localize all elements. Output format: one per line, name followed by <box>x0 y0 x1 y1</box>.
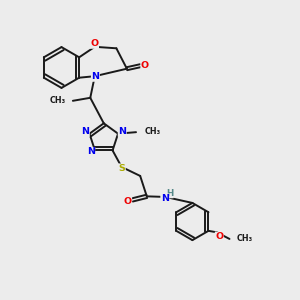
Text: O: O <box>90 39 98 48</box>
Text: O: O <box>141 61 149 70</box>
Text: S: S <box>118 164 125 173</box>
Text: CH₃: CH₃ <box>237 234 253 243</box>
Text: CH₃: CH₃ <box>49 96 65 105</box>
Text: N: N <box>81 128 89 136</box>
Text: N: N <box>118 128 126 136</box>
Text: N: N <box>92 72 99 81</box>
Text: N: N <box>161 194 169 203</box>
Text: H: H <box>166 189 173 198</box>
Text: O: O <box>215 232 224 241</box>
Text: CH₃: CH₃ <box>144 127 160 136</box>
Text: O: O <box>124 197 132 206</box>
Text: N: N <box>87 147 95 156</box>
